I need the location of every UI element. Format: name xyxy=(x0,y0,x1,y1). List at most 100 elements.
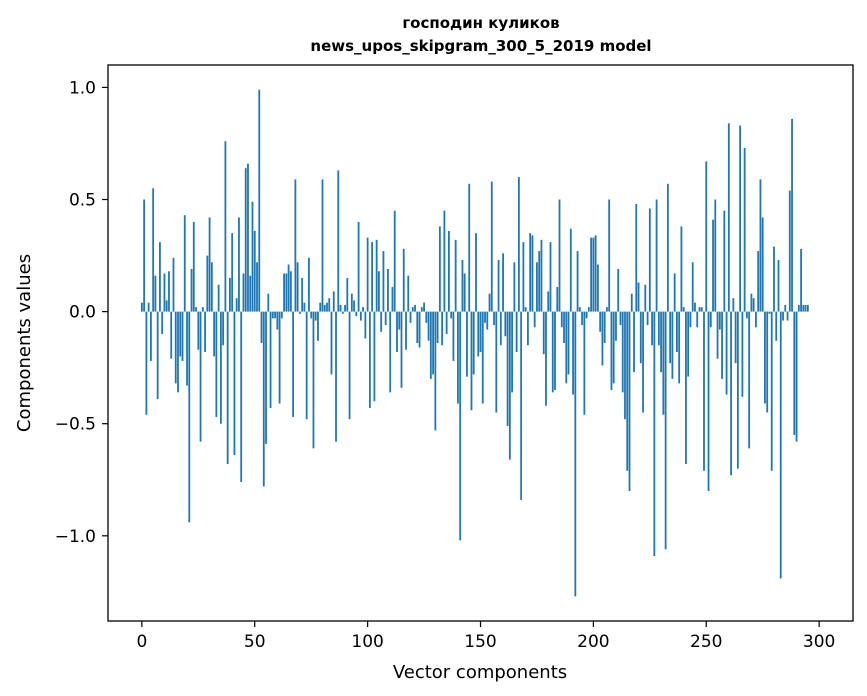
bar-158 xyxy=(497,260,500,312)
bar-54 xyxy=(262,311,265,487)
bar-43 xyxy=(238,217,240,312)
bar-222 xyxy=(642,311,644,413)
bar-262 xyxy=(732,298,735,312)
bar-259 xyxy=(725,311,728,395)
bar-116 xyxy=(402,248,405,312)
bar-5 xyxy=(152,188,155,312)
bar-287 xyxy=(788,190,791,312)
bar-103 xyxy=(373,311,376,402)
bar-161 xyxy=(504,311,507,337)
bar-236 xyxy=(673,273,676,312)
bar-156 xyxy=(493,311,495,326)
bar-2 xyxy=(145,311,148,415)
bar-269 xyxy=(748,311,751,449)
bar-166 xyxy=(515,311,518,352)
bar-225 xyxy=(648,208,651,312)
bar-257 xyxy=(721,311,723,379)
bar-130 xyxy=(434,311,437,431)
bar-152 xyxy=(484,311,486,323)
bar-102 xyxy=(371,242,374,312)
bar-254 xyxy=(714,199,717,312)
bar-186 xyxy=(560,311,563,328)
bar-26 xyxy=(199,311,202,442)
bar-260 xyxy=(727,123,730,312)
bar-87 xyxy=(337,170,340,312)
bar-273 xyxy=(757,251,760,312)
y-tick-label: 1.0 xyxy=(69,78,96,98)
bar-45 xyxy=(242,273,245,312)
bar-107 xyxy=(382,251,385,312)
bar-30 xyxy=(208,217,211,312)
x-tick-label: 250 xyxy=(690,632,722,652)
bar-11 xyxy=(165,300,168,312)
bar-155 xyxy=(490,181,493,312)
bar-172 xyxy=(529,233,532,312)
bar-67 xyxy=(292,311,295,417)
bar-179 xyxy=(545,311,547,406)
bar-201 xyxy=(594,235,597,312)
bar-233 xyxy=(666,183,669,312)
bar-141 xyxy=(459,311,462,541)
bar-154 xyxy=(488,293,491,312)
bar-36 xyxy=(222,311,225,346)
bar-239 xyxy=(680,226,683,312)
bar-244 xyxy=(691,262,694,312)
bar-271 xyxy=(752,298,755,312)
bar-110 xyxy=(389,311,392,393)
bar-56 xyxy=(267,293,270,312)
bar-188 xyxy=(565,311,568,384)
bar-180 xyxy=(547,291,550,312)
bar-291 xyxy=(797,304,800,312)
bar-165 xyxy=(513,262,516,312)
bar-238 xyxy=(678,311,681,384)
bar-150 xyxy=(479,311,482,352)
bar-61 xyxy=(278,311,281,404)
bar-57 xyxy=(269,311,272,409)
bar-31 xyxy=(210,262,213,312)
bar-91 xyxy=(346,277,349,312)
bar-214 xyxy=(624,311,626,420)
bar-168 xyxy=(520,311,523,500)
bar-111 xyxy=(391,286,394,312)
bar-202 xyxy=(596,264,599,312)
x-tick-label: 150 xyxy=(464,632,496,652)
bar-285 xyxy=(784,304,787,312)
bar-277 xyxy=(766,311,769,413)
bar-151 xyxy=(481,311,484,404)
bar-70 xyxy=(298,311,301,314)
bar-240 xyxy=(682,307,685,312)
bar-125 xyxy=(423,302,425,312)
bar-192 xyxy=(574,311,577,597)
y-tick-label: 0.0 xyxy=(69,303,96,323)
bar-286 xyxy=(786,311,789,321)
bar-122 xyxy=(416,311,419,343)
bar-246 xyxy=(696,311,699,328)
bar-292 xyxy=(800,248,802,312)
bar-213 xyxy=(621,311,624,393)
bar-119 xyxy=(409,311,412,323)
bar-66 xyxy=(289,271,292,312)
bar-series xyxy=(140,89,809,597)
bar-256 xyxy=(718,311,721,330)
bar-68 xyxy=(294,179,297,312)
bar-173 xyxy=(531,235,534,312)
bar-196 xyxy=(583,311,586,415)
bar-114 xyxy=(398,311,401,330)
bar-40 xyxy=(231,233,234,312)
bar-29 xyxy=(206,255,209,312)
bar-48 xyxy=(249,275,252,312)
y-tick-label: −0.5 xyxy=(55,415,96,435)
bar-136 xyxy=(447,230,450,312)
bar-263 xyxy=(734,311,737,364)
bar-121 xyxy=(414,304,416,312)
bar-174 xyxy=(533,311,536,328)
bar-159 xyxy=(499,311,502,346)
bar-197 xyxy=(585,311,588,319)
chart-subtitle: news_upos_skipgram_300_5_2019 model xyxy=(310,37,651,55)
bar-47 xyxy=(247,163,249,312)
bar-132 xyxy=(438,226,441,312)
bar-58 xyxy=(271,311,274,319)
bar-104 xyxy=(375,239,378,312)
bar-90 xyxy=(344,304,346,312)
